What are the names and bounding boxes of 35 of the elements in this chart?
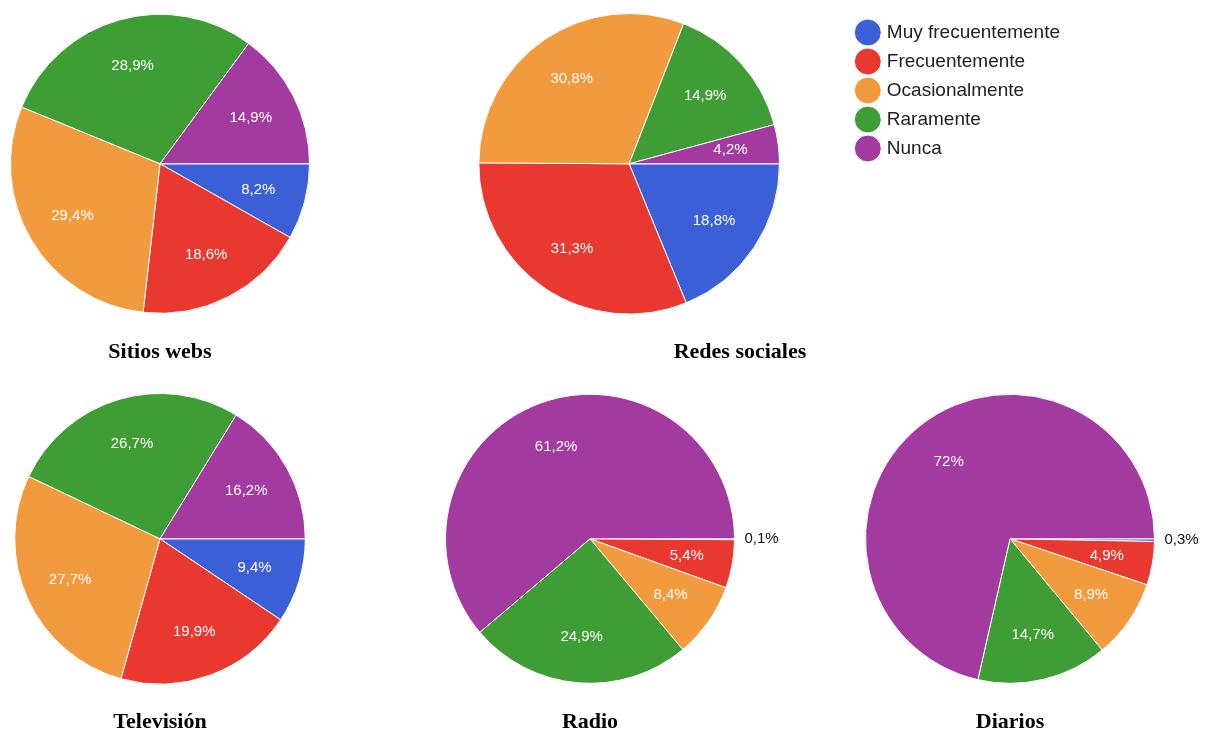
data-label: 8,9% xyxy=(1073,584,1109,602)
legend-label: Ocasionalmente xyxy=(886,78,1025,100)
text: Televisión xyxy=(113,708,207,734)
data-label: 30,8% xyxy=(550,69,593,87)
legend-label: Nunca xyxy=(886,136,943,158)
data-label: 61,2% xyxy=(534,436,578,454)
data-label: 19,9% xyxy=(172,621,216,639)
data-label: 8,4% xyxy=(653,585,688,603)
data-label: 14,7% xyxy=(1011,624,1055,642)
data-label: 16,2% xyxy=(224,480,268,498)
data-label: 18,6% xyxy=(184,244,228,262)
text: Diarios xyxy=(975,708,1045,734)
data-label: 28,9% xyxy=(111,56,154,74)
legend-label: Muy frecuentemente xyxy=(886,20,1060,42)
data-label: 31,3% xyxy=(550,238,594,256)
text: Redes sociales xyxy=(673,338,807,364)
data-label: 29,4% xyxy=(51,205,94,223)
data-label: 26,7% xyxy=(110,434,154,452)
text: Sitios webs xyxy=(108,338,213,364)
data-label: 4,2% xyxy=(713,140,748,158)
text: Radio xyxy=(561,708,619,734)
legend-label: Raramente xyxy=(886,107,981,129)
data-label: 8,2% xyxy=(241,179,276,197)
data-label: 5,4% xyxy=(669,546,704,564)
data-label: 4,9% xyxy=(1089,545,1124,563)
data-label: 24,9% xyxy=(560,626,603,644)
data-label: 14,9% xyxy=(683,85,727,103)
legend-label: Frecuentemente xyxy=(886,49,1026,71)
data-label: 27,7% xyxy=(48,569,92,587)
data-label: 0,3% xyxy=(1164,530,1199,548)
data-label: 9,4% xyxy=(237,557,272,575)
data-label: 0,1% xyxy=(744,529,779,547)
data-label: 72% xyxy=(933,452,964,470)
data-label: 14,9% xyxy=(229,108,272,126)
data-label: 18,8% xyxy=(692,210,736,228)
